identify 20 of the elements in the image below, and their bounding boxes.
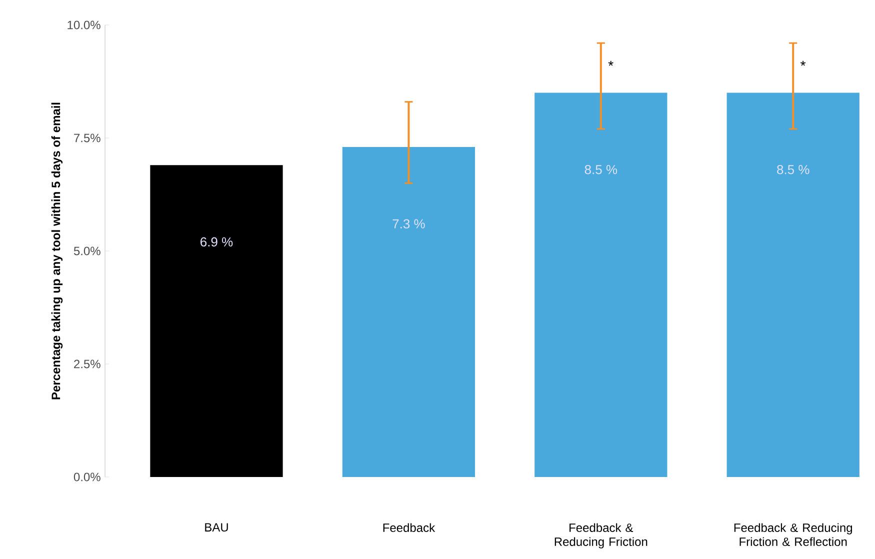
y-tick-label: 7.5% <box>74 134 100 142</box>
y-tick-label: 2.5% <box>74 360 100 368</box>
data-label: 8.5 % <box>584 164 618 174</box>
annotation: * <box>608 60 614 66</box>
data-label: 6.9 % <box>200 237 233 247</box>
y-tick-label: 5.0% <box>74 246 100 256</box>
bar <box>534 92 668 477</box>
bar <box>726 92 860 477</box>
y-axis-title: Percentage taking up any tool within 5 days of email <box>51 102 63 400</box>
x-tick-label: Feedback <box>383 523 436 532</box>
x-tick-label: Feedback & Reducing Friction <box>554 523 648 548</box>
x-tick-label: BAU <box>205 523 228 532</box>
annotation: * <box>800 60 806 66</box>
data-label: 8.5 % <box>777 164 810 174</box>
bar <box>150 165 283 477</box>
y-tick-label: 10.0% <box>68 20 100 30</box>
bar <box>342 147 476 477</box>
y-tick-label: 0.0% <box>74 472 100 482</box>
data-label: 7.3 % <box>392 219 425 228</box>
x-tick-label: Feedback & Reducing Friction & Reflection <box>734 523 852 546</box>
